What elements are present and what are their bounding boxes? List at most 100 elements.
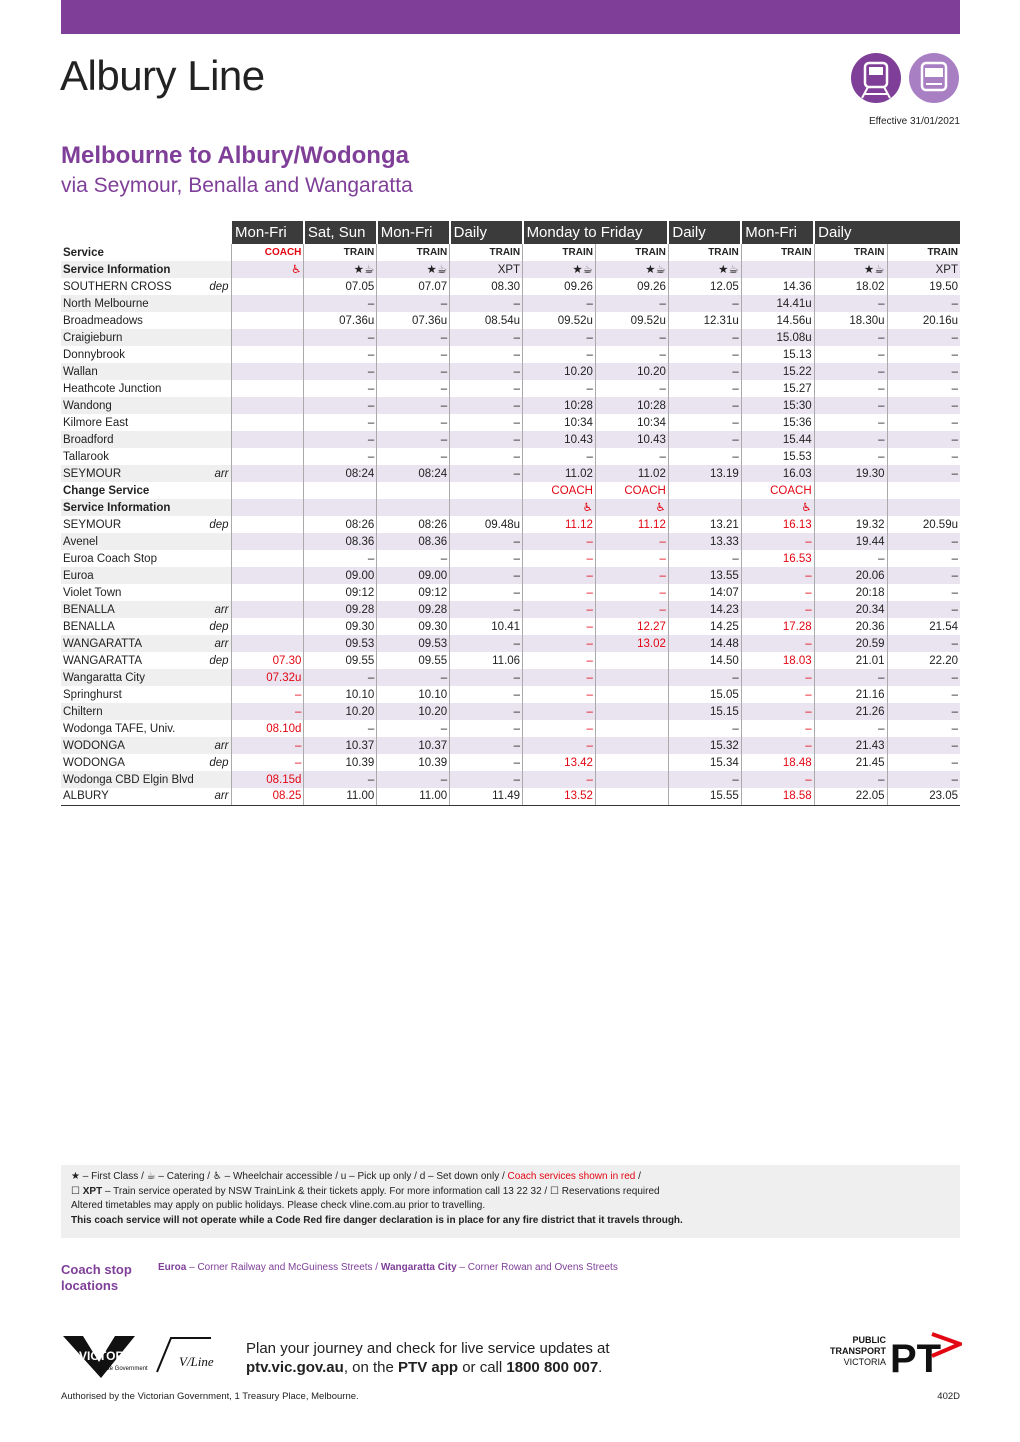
time-cell: 14:07: [667, 584, 742, 601]
timetable-row: Chiltern –10.20 10.20– –15.15–21.26–: [61, 703, 960, 720]
time-cell: 09.52u: [594, 312, 669, 329]
time-cell: –: [376, 669, 450, 686]
time-cell: [594, 669, 669, 686]
time-cell: –: [376, 550, 450, 567]
stop-name: Tallarook: [63, 450, 110, 463]
time-cell: –: [594, 567, 669, 584]
time-cell: 20.36: [813, 618, 888, 635]
stop-cell: Donnybrook: [61, 346, 231, 363]
stop-cell: Tallarook: [61, 448, 231, 465]
title: Albury Line: [60, 52, 265, 99]
time-cell: 20.06: [813, 567, 888, 584]
stop-label: Euroa Coach Stop: [63, 551, 229, 567]
legend-line: ★ – First Class / ☕ – Catering / ♿ – Whe…: [71, 1170, 950, 1185]
time-cell: 19.30: [813, 465, 888, 482]
group-header: Daily: [448, 221, 523, 244]
stop-cell: Broadmeadows: [61, 312, 231, 329]
time-cell: –: [522, 703, 596, 720]
time-cell: –: [449, 533, 523, 550]
bus-body: [920, 61, 948, 92]
time-cell: –: [376, 295, 450, 312]
logos: VICTORIA State Government V/Line: [63, 1336, 214, 1378]
stop-name: Avenel: [63, 535, 98, 548]
stop-name: Craigieburn: [63, 331, 123, 344]
time-cell: 08.25: [230, 788, 304, 806]
time-cell: 15.55: [667, 788, 742, 806]
time-cell: –: [886, 703, 960, 720]
stop-name: Springhurst: [63, 688, 122, 701]
stop-name: Euroa Coach Stop: [63, 552, 157, 565]
plan-line: ptv.vic.gov.au, on the PTV app or call 1…: [246, 1358, 610, 1377]
route-via: via Seymour, Benalla and Wangaratta: [61, 174, 413, 197]
time-cell: 09.55: [303, 652, 377, 669]
time-cell: 07.36u: [376, 312, 450, 329]
time-cell: –: [886, 397, 960, 414]
timetable-row: WANGARATTA arr 09.53 09.53– –13.02 14.48–20.5…: [61, 635, 960, 652]
time-cell: 10.20: [376, 703, 450, 720]
train-rail: [861, 86, 869, 99]
time-cell: –: [886, 363, 960, 380]
train-window: [869, 67, 883, 75]
time-cell: –: [886, 380, 960, 397]
time-cell: –: [667, 448, 742, 465]
time-cell: –: [813, 771, 888, 788]
time-cell: [230, 431, 304, 448]
time-cell: 10:34: [594, 414, 669, 431]
time-cell: –: [522, 533, 596, 550]
timetable-row: Service COACH TRAIN TRAIN TRAIN TRAIN TRAIN TRA…: [61, 244, 960, 261]
time-cell: 10.37: [303, 737, 377, 754]
stop-label: WODONGA dep: [63, 755, 229, 771]
stop-note: dep: [209, 620, 229, 633]
time-cell: [230, 295, 304, 312]
time-cell: TRAIN: [449, 244, 523, 261]
time-cell: 20.59u: [886, 516, 960, 533]
time-cell: 08.30: [449, 278, 523, 295]
time-cell: –: [449, 720, 523, 737]
time-cell: –: [522, 550, 596, 567]
time-cell: –: [886, 635, 960, 652]
time-cell: –: [449, 669, 523, 686]
time-cell: [230, 550, 304, 567]
legend-text: – Train service operated by NSW TrainLin…: [102, 1185, 660, 1197]
stop-label: Chiltern: [63, 704, 229, 720]
time-cell: [230, 635, 304, 652]
time-cell: –: [813, 550, 888, 567]
stop-note: dep: [209, 280, 229, 293]
stop-label: SEYMOUR arr: [63, 466, 229, 482]
timetable-row: Broadmeadows 07.36u 07.36u 08.54u 09.52u 09.5…: [61, 312, 960, 329]
timetable-row: BENALLA arr 09.28 09.28– – –14.23–20.34–: [61, 601, 960, 618]
time-cell: 21.26: [813, 703, 888, 720]
timetable-row: SEYMOUR arr 08:24 08:24–11.02 11.02 13.19 16.0…: [61, 465, 960, 482]
legend-text: /: [635, 1171, 641, 1182]
time-cell: TRAIN: [303, 244, 377, 261]
stop-label: Donnybrook: [63, 347, 229, 363]
time-cell: –: [740, 703, 815, 720]
stop-name: Wodonga TAFE, Univ.: [63, 722, 176, 735]
time-cell: –: [594, 380, 669, 397]
stop-name: Broadford: [63, 433, 114, 446]
timetable-row: Violet Town 09:12 09:12– – –14:07–20:18–: [61, 584, 960, 601]
stop-cell: Wodonga CBD Elgin Blvd: [61, 771, 231, 788]
time-cell: 10.10: [303, 686, 377, 703]
stop-cell: Avenel: [61, 533, 231, 550]
time-cell: 08:24: [376, 465, 450, 482]
stop-cell: Change Service: [61, 482, 231, 499]
group-header-blank: [61, 221, 231, 244]
time-cell: [230, 618, 304, 635]
timetable-row: WANGARATTA dep 07.30 09.55 09.55 11.06–14.50 1…: [61, 652, 960, 669]
time-cell: –: [376, 720, 450, 737]
time-cell: 17.28: [740, 618, 815, 635]
stop-label: Wodonga TAFE, Univ.: [63, 721, 229, 737]
time-cell: –: [740, 686, 815, 703]
time-cell: 10.37: [376, 737, 450, 754]
time-cell: [449, 499, 523, 516]
time-cell: 19.50: [886, 278, 960, 295]
time-cell: 11.02: [522, 465, 596, 482]
stop-label: WANGARATTA dep: [63, 653, 229, 669]
time-cell: 12.27: [594, 618, 669, 635]
time-cell: –: [813, 380, 888, 397]
time-cell: 09.28: [376, 601, 450, 618]
time-cell: 15.53: [740, 448, 815, 465]
time-cell: –: [740, 533, 815, 550]
